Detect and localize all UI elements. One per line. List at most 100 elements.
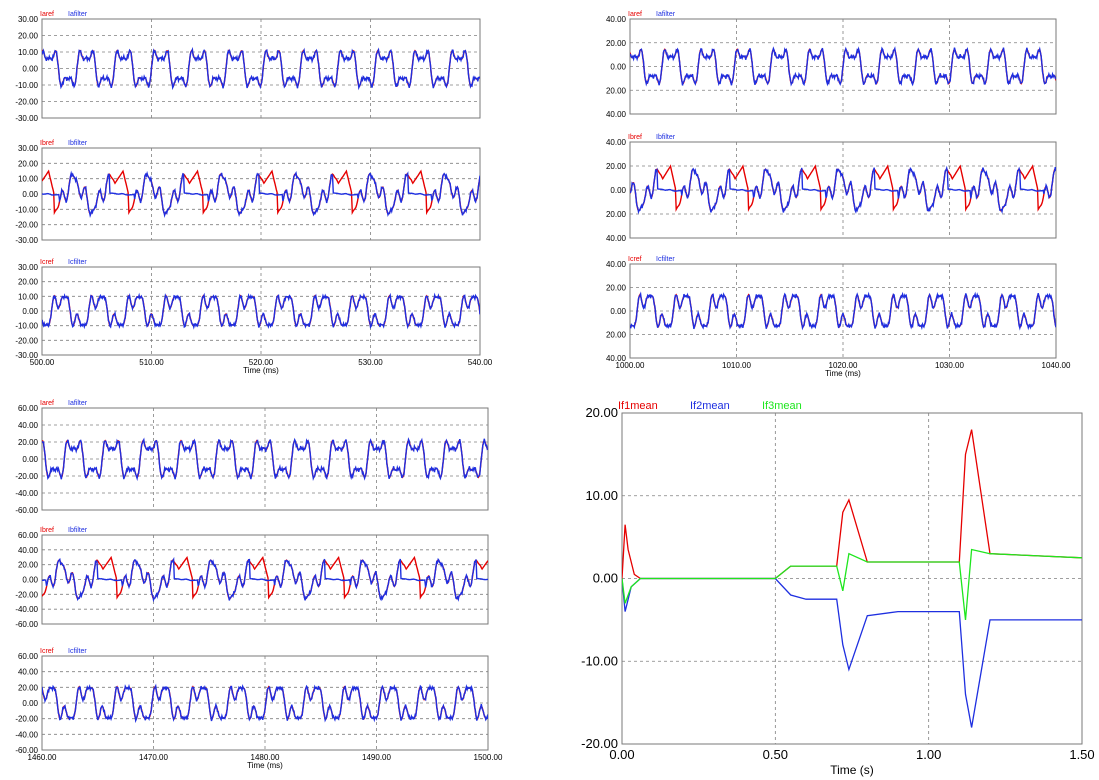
x-axis-label: Time (ms)	[825, 369, 861, 378]
legend-label-if2mean: If2mean	[690, 400, 730, 412]
x-tick-label: 1010.00	[722, 361, 751, 370]
y-tick-label: -60.00	[15, 620, 38, 629]
y-tick-label: 0.00	[610, 307, 626, 316]
y-tick-label: 40.00	[606, 138, 627, 147]
x-tick-label: 1.00	[916, 747, 941, 762]
legend-label-icfilter: Icfilter	[656, 256, 675, 263]
y-tick-label: 40.00	[18, 668, 39, 677]
y-tick-label: 0.00	[22, 307, 38, 316]
legend-label-ibfilter: Ibfilter	[68, 527, 88, 534]
y-tick-label: 0.00	[22, 699, 38, 708]
legend-label-if3mean: If3mean	[762, 400, 802, 412]
y-tick-label: 30.00	[18, 15, 39, 24]
y-tick-label: 20.00	[606, 86, 627, 95]
y-tick-label: 60.00	[18, 531, 39, 540]
y-tick-label: -20.00	[15, 590, 38, 599]
y-tick-label: 30.00	[18, 263, 39, 272]
chart-1: 30.00 20.00 10.00 0.00 -10.00 -20.00 -30.00 Iar…	[15, 11, 481, 123]
y-tick-label: 40.00	[606, 260, 627, 269]
y-tick-label: -10.00	[15, 205, 38, 214]
x-tick-label: 0.50	[763, 747, 788, 762]
y-tick-label: -60.00	[15, 506, 38, 515]
y-tick-label: 40.00	[606, 110, 627, 119]
legend-label-icref: Icref	[40, 259, 54, 266]
series-line-if1mean	[622, 429, 1082, 580]
series-line-ibfilter	[42, 556, 488, 603]
y-tick-label: -20.00	[15, 336, 38, 345]
x-tick-label: 510.00	[139, 358, 164, 367]
y-tick-label: 20.00	[606, 284, 627, 293]
chart-7: 60.00 40.00 20.00 0.00 -20.00 -40.00 -60.00 Iar…	[15, 400, 489, 515]
y-tick-label: 60.00	[18, 652, 39, 661]
legend-label-if1mean: If1mean	[618, 400, 658, 412]
legend-label-icfilter: Icfilter	[68, 648, 87, 655]
legend-label-ibref: Ibref	[40, 527, 54, 534]
y-tick-label: -30.00	[15, 114, 38, 123]
y-tick-label: -30.00	[15, 236, 38, 245]
legend-label-ibref: Ibref	[628, 134, 642, 141]
x-tick-label: 0.00	[609, 747, 634, 762]
y-tick-label: -60.00	[15, 746, 38, 755]
y-tick-label: 20.00	[606, 39, 627, 48]
y-tick-label: 20.00	[606, 162, 627, 171]
legend-label-ibref: Ibref	[40, 140, 54, 147]
y-tick-label: 20.00	[18, 561, 39, 570]
x-tick-label: 530.00	[358, 358, 383, 367]
y-tick-label: 40.00	[18, 546, 39, 555]
x-tick-label: 1480.00	[251, 753, 280, 762]
legend-label-icfilter: Icfilter	[68, 259, 87, 266]
x-tick-label: 540.00	[468, 358, 493, 367]
series-line-iafilter	[42, 437, 488, 482]
y-tick-label: 10.00	[18, 292, 39, 301]
x-tick-label: 1470.00	[139, 753, 168, 762]
y-tick-label: -20.00	[15, 715, 38, 724]
x-tick-label: 1500.00	[474, 753, 503, 762]
y-tick-label: 0.00	[22, 576, 38, 585]
y-tick-label: 20.00	[18, 159, 39, 168]
y-tick-label: 20.00	[606, 210, 627, 219]
y-tick-label: 10.00	[585, 488, 618, 503]
series-line-iafilter	[630, 46, 1056, 87]
x-tick-label: 1.50	[1069, 747, 1094, 762]
y-tick-label: -10.00	[15, 81, 38, 90]
x-tick-label: 1490.00	[362, 753, 391, 762]
legend-label-iaref: Iaref	[40, 11, 54, 18]
legend-label-iafilter: Iafilter	[656, 11, 676, 18]
y-tick-label: 0.00	[22, 455, 38, 464]
y-tick-label: -10.00	[581, 653, 618, 668]
y-tick-label: 40.00	[606, 234, 627, 243]
y-tick-label: -30.00	[15, 351, 38, 360]
chart-3: 30.00 20.00 10.00 0.00 -10.00 -20.00 -30.00500…	[15, 259, 492, 375]
y-tick-label: 0.00	[593, 571, 618, 586]
x-tick-label: 1040.00	[1042, 361, 1071, 370]
y-tick-label: 20.00	[18, 683, 39, 692]
y-tick-label: 10.00	[18, 175, 39, 184]
y-tick-label: -10.00	[15, 322, 38, 331]
y-tick-label: 20.00	[18, 438, 39, 447]
y-tick-label: -40.00	[15, 605, 38, 614]
x-axis-label: Time (s)	[830, 763, 874, 777]
y-tick-label: 20.00	[585, 405, 618, 420]
legend-label-iafilter: Iafilter	[68, 11, 88, 18]
legend-label-iaref: Iaref	[40, 400, 54, 407]
x-axis-label: Time (ms)	[247, 761, 283, 770]
y-tick-label: 40.00	[606, 15, 627, 24]
chart-8: 60.00 40.00 20.00 0.00 -20.00 -40.00 -60.00 Ibr…	[15, 527, 489, 629]
y-tick-label: -40.00	[15, 489, 38, 498]
series-line-iafilter	[42, 46, 480, 91]
y-tick-label: -20.00	[15, 98, 38, 107]
y-tick-label: 40.00	[606, 354, 627, 363]
y-tick-label: 20.00	[18, 32, 39, 41]
legend-label-icref: Icref	[628, 256, 642, 263]
x-tick-label: 1460.00	[28, 753, 57, 762]
x-tick-label: 1030.00	[935, 361, 964, 370]
x-axis-label: Time (ms)	[243, 366, 279, 375]
y-tick-label: -20.00	[581, 736, 618, 751]
y-tick-label: 60.00	[18, 404, 39, 413]
x-tick-label: 1020.00	[829, 361, 858, 370]
x-tick-label: 500.00	[30, 358, 55, 367]
series-line-ibfilter	[630, 165, 1056, 215]
